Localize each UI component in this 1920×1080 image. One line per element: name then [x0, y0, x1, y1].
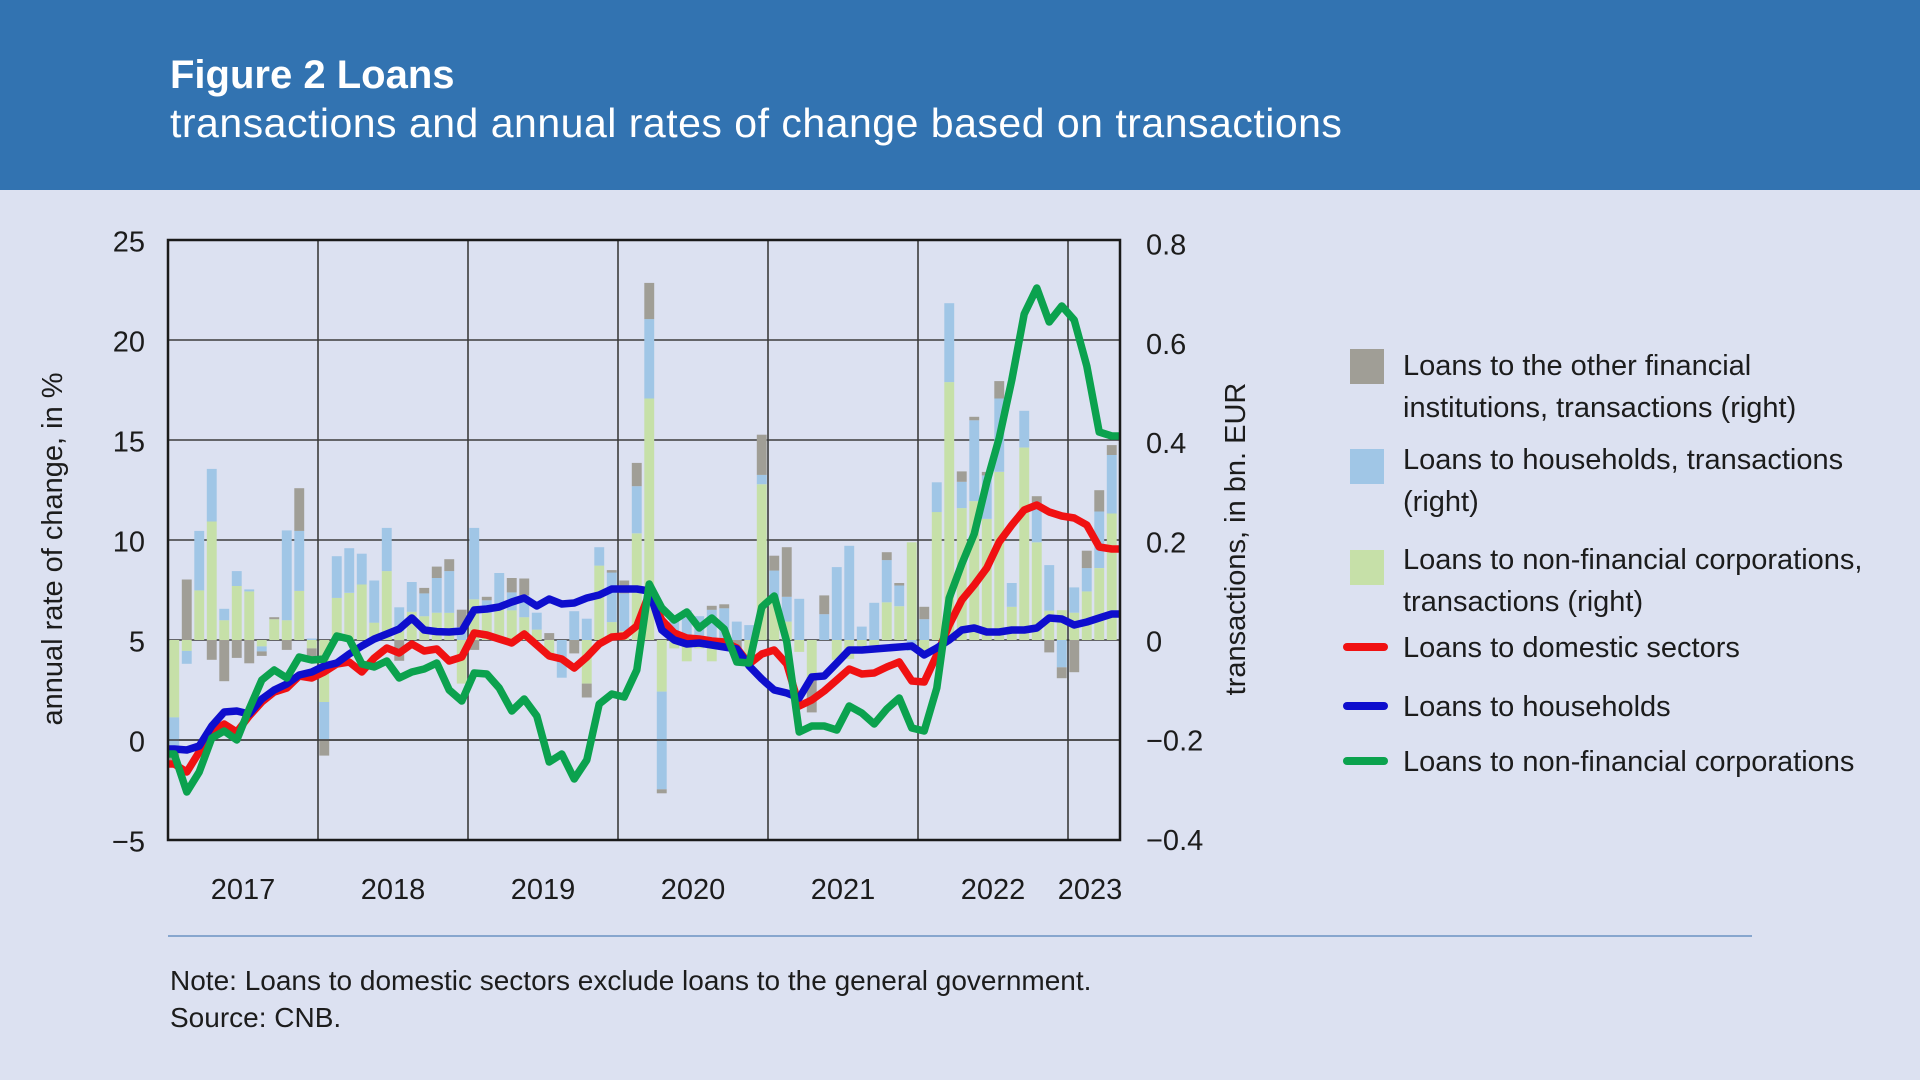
- svg-text:annual rate of change, in %: annual rate of change, in %: [37, 372, 69, 725]
- svg-text:0: 0: [129, 727, 145, 759]
- svg-text:2023: 2023: [1058, 874, 1123, 906]
- svg-text:−5: −5: [112, 827, 145, 859]
- svg-text:2022: 2022: [961, 874, 1026, 906]
- svg-text:2021: 2021: [811, 874, 876, 906]
- svg-text:20: 20: [113, 327, 145, 359]
- svg-text:0: 0: [1146, 627, 1162, 659]
- svg-text:Loans to households: Loans to households: [1403, 691, 1671, 723]
- svg-text:5: 5: [129, 627, 145, 659]
- svg-text:2019: 2019: [511, 874, 576, 906]
- svg-text:0.4: 0.4: [1146, 428, 1186, 460]
- svg-text:Loans to the other financial: Loans to the other financial: [1403, 350, 1751, 382]
- svg-text:−0.4: −0.4: [1146, 825, 1203, 857]
- svg-text:−0.2: −0.2: [1146, 726, 1203, 758]
- svg-text:2020: 2020: [661, 874, 726, 906]
- svg-text:transactions, in bn. EUR: transactions, in bn. EUR: [1220, 383, 1252, 696]
- svg-text:Note: Loans to domestic sector: Note: Loans to domestic sectors exclude …: [170, 965, 1091, 996]
- svg-text:Loans to households, transacti: Loans to households, transactions: [1403, 444, 1843, 476]
- svg-text:0.8: 0.8: [1146, 230, 1186, 262]
- svg-text:transactions (right): transactions (right): [1403, 586, 1643, 618]
- svg-text:10: 10: [113, 527, 145, 559]
- svg-text:Loans to non-financial corpora: Loans to non-financial corporations: [1403, 746, 1854, 778]
- svg-text:Source: CNB.: Source: CNB.: [170, 1002, 341, 1033]
- svg-text:(right): (right): [1403, 486, 1479, 518]
- svg-text:25: 25: [113, 227, 145, 259]
- svg-text:15: 15: [113, 427, 145, 459]
- svg-text:Figure 2 Loans: Figure 2 Loans: [170, 53, 455, 97]
- svg-text:2018: 2018: [361, 874, 426, 906]
- svg-text:transactions and annual rates: transactions and annual rates of change …: [170, 100, 1342, 146]
- svg-text:Loans to domestic sectors: Loans to domestic sectors: [1403, 632, 1740, 664]
- svg-text:Loans to non-financial corpora: Loans to non-financial corporations,: [1403, 544, 1862, 576]
- svg-text:0.2: 0.2: [1146, 527, 1186, 559]
- svg-text:institutions, transactions (ri: institutions, transactions (right): [1403, 392, 1796, 424]
- svg-text:2017: 2017: [211, 874, 276, 906]
- svg-text:0.6: 0.6: [1146, 329, 1186, 361]
